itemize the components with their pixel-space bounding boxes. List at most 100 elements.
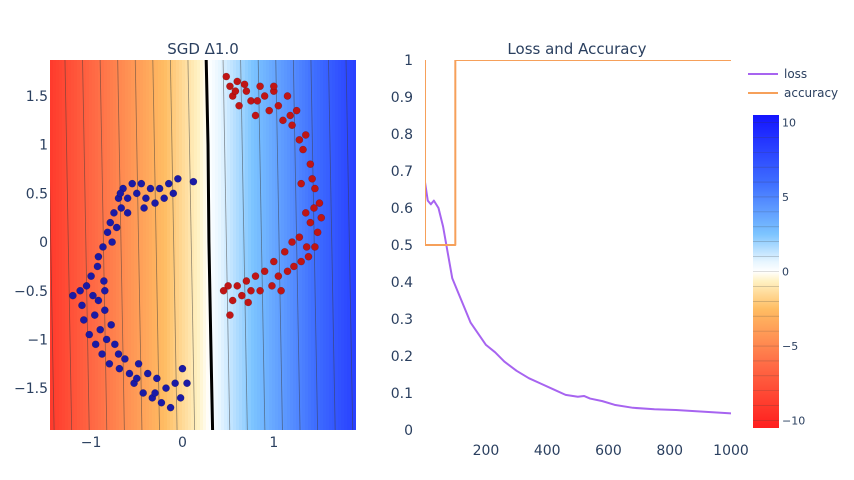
scatter-point-class-0 (139, 389, 148, 397)
y-axis-ticks: 1.5 1 0.5 0 −0.5 −1 −1.5 (14, 89, 48, 397)
contour-band (269, 60, 273, 430)
loss-accuracy-title: Loss and Accuracy (507, 40, 646, 58)
scatter-point-class-1 (247, 286, 255, 295)
contour-line (64, 60, 73, 430)
scatter-point-class-1 (306, 218, 315, 227)
scatter-point-class-0 (153, 374, 161, 383)
scatter-point-class-0 (106, 218, 115, 227)
contour-lines (50, 60, 354, 430)
legend-loss-label: loss (784, 67, 807, 81)
decision-boundary (204, 60, 215, 430)
contour-band (224, 60, 228, 430)
contour-band (308, 60, 312, 430)
scatter-point-class-0 (91, 340, 100, 349)
contour-band (77, 60, 81, 430)
contour-band (80, 60, 84, 430)
legend[interactable]: loss accuracy (748, 67, 838, 100)
contour-band (65, 60, 69, 430)
contour-band (71, 60, 75, 430)
scatter-point-class-0 (164, 179, 173, 188)
scatter-point-class-1 (279, 116, 287, 125)
scatter-point-class-1 (242, 277, 251, 285)
contour-line (134, 60, 143, 430)
scatter-point-class-0 (94, 252, 103, 261)
contour-field (50, 60, 356, 430)
contour-band (236, 60, 240, 430)
contour-band (170, 60, 174, 430)
colorbar-tick-label: 5 (782, 191, 789, 204)
scatter-point-class-1 (268, 282, 276, 290)
x-axis-ticks: 200 400 600 800 1000 (473, 443, 749, 459)
scatter-point-class-1 (292, 106, 301, 115)
decision-boundary-line (204, 60, 215, 430)
loss-accuracy-plot: Loss and Accuracy 200 400 600 800 1000 00.10… (391, 40, 749, 459)
legend-item-loss[interactable]: loss (748, 67, 807, 81)
series-line-loss (425, 181, 731, 415)
scatter-point-class-0 (174, 174, 182, 183)
scatter-point-class-0 (98, 350, 106, 358)
scatter-point-class-1 (283, 92, 292, 100)
scatter-point-class-0 (107, 320, 116, 329)
scatter-point-class-1 (297, 257, 306, 266)
scatter-point-class-0 (160, 194, 169, 203)
contour-line (117, 60, 125, 430)
contour-band (161, 60, 165, 430)
scatter-point-class-1 (235, 101, 243, 110)
contour-band (278, 60, 282, 430)
contour-band (185, 60, 189, 430)
scatter-point-class-0 (79, 316, 88, 324)
scatter-point-class-0 (162, 384, 170, 392)
scatter-point-class-0 (137, 179, 146, 188)
scatter-point-class-0 (108, 238, 116, 246)
scatter-point-class-0 (176, 394, 185, 402)
legend-item-accuracy[interactable]: accuracy (748, 86, 838, 100)
contour-band (326, 60, 330, 430)
contour-band (173, 60, 177, 430)
scatter-point-class-1 (247, 97, 255, 105)
y-tick-label: 0.5 (391, 238, 413, 254)
scatter-point-class-0 (100, 306, 109, 315)
scatter-point-class-0 (166, 403, 175, 412)
scatter-point-class-0 (142, 194, 150, 203)
contour-line (222, 60, 231, 430)
contour-band (68, 60, 72, 430)
scatter-point-class-1 (295, 233, 304, 242)
contour-band (212, 60, 216, 430)
y-tick-label: 0.9 (391, 90, 413, 106)
scatter-point-class-1 (274, 272, 283, 281)
scatter-point-class-0 (78, 301, 86, 310)
contour-band (98, 60, 102, 430)
contour-line (50, 180, 55, 430)
colorbar: 10 5 0 −5 −10 (753, 115, 805, 428)
contour-line (345, 60, 354, 430)
scatter-point-class-0 (102, 335, 111, 344)
y-tick-label: 0.4 (391, 275, 413, 291)
colorbar-ticks: 10 5 0 −5 −10 (782, 116, 805, 427)
scatter-point-class-1 (237, 291, 246, 300)
contour-band (194, 60, 198, 430)
contour-band (347, 60, 351, 430)
contour-line (187, 60, 196, 430)
scatter-point-class-1 (306, 160, 315, 169)
series-lines (425, 60, 731, 415)
contour-band (218, 60, 222, 430)
scatter-point-class-0 (183, 379, 191, 388)
y-tick-label: 0.2 (391, 349, 413, 365)
scatter-point-class-0 (125, 369, 134, 378)
y-tick-label: −1.5 (14, 381, 48, 397)
scatter-point-class-0 (151, 389, 159, 397)
contour-band (149, 60, 153, 430)
scatter-point-class-0 (96, 325, 105, 334)
scatter-point-class-1 (311, 243, 319, 251)
contour-band (86, 60, 90, 430)
scatter-point-class-0 (110, 209, 118, 217)
scatter-point-class-1 (297, 179, 306, 188)
scatter-point-class-1 (299, 145, 307, 154)
contour-band (251, 60, 255, 430)
x-tick-label: 1000 (713, 443, 749, 459)
scatter-point-class-0 (103, 228, 112, 237)
colorbar-gradient (753, 115, 779, 428)
scatter-point-class-1 (265, 106, 274, 115)
contour-band (89, 60, 93, 430)
contour-band (296, 60, 300, 430)
